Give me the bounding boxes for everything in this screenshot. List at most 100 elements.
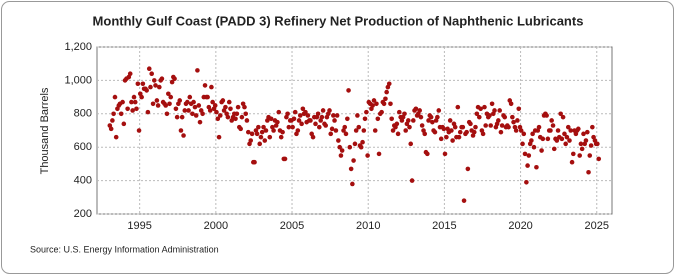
point — [261, 124, 266, 130]
point — [418, 114, 424, 120]
point — [450, 138, 455, 143]
point — [351, 158, 356, 163]
point — [342, 124, 348, 130]
point — [125, 106, 130, 112]
point — [313, 121, 318, 127]
point — [471, 129, 477, 135]
point — [323, 123, 329, 128]
point — [343, 131, 349, 137]
x-tick-label: 2005 — [280, 220, 304, 232]
x-tick-label: 2010 — [356, 220, 380, 232]
point — [112, 94, 118, 100]
point — [195, 68, 200, 73]
point — [596, 156, 602, 162]
point — [296, 118, 302, 123]
point — [336, 138, 341, 143]
point — [409, 178, 415, 183]
point — [139, 94, 144, 100]
point — [233, 116, 238, 122]
point — [110, 118, 115, 123]
point — [154, 98, 160, 103]
point — [563, 141, 568, 147]
point — [280, 129, 285, 135]
point — [216, 134, 222, 140]
point — [464, 129, 469, 135]
point — [263, 128, 269, 133]
point — [447, 118, 453, 123]
point — [132, 99, 138, 105]
point — [558, 111, 563, 117]
point — [167, 101, 172, 107]
point — [164, 111, 170, 117]
point — [242, 104, 247, 110]
y-tick-label: 1,000 — [64, 74, 92, 86]
point — [271, 128, 276, 133]
point — [383, 96, 388, 102]
point — [562, 131, 567, 137]
point — [207, 108, 213, 113]
point — [235, 104, 241, 110]
point — [390, 128, 396, 133]
point — [497, 108, 503, 113]
point — [353, 128, 359, 133]
point — [465, 166, 471, 172]
point — [146, 66, 152, 72]
point — [328, 131, 334, 137]
point — [223, 104, 228, 110]
point — [244, 118, 250, 123]
point — [455, 104, 461, 110]
point — [417, 108, 423, 113]
point — [157, 84, 162, 90]
point — [300, 106, 306, 112]
point — [395, 131, 401, 137]
point — [299, 121, 304, 127]
point — [197, 119, 203, 125]
point — [394, 121, 400, 127]
point — [215, 116, 221, 122]
point — [113, 134, 119, 140]
point — [365, 153, 370, 158]
point — [559, 136, 565, 142]
point — [190, 111, 195, 117]
point — [460, 124, 466, 130]
y-tick-label: 400 — [74, 175, 92, 187]
point — [441, 126, 447, 132]
point — [531, 144, 537, 150]
point — [111, 111, 116, 117]
point — [163, 103, 169, 108]
point — [338, 153, 344, 158]
point — [480, 131, 486, 137]
point — [521, 131, 527, 137]
point — [508, 101, 514, 107]
point — [346, 88, 351, 93]
point — [526, 153, 532, 158]
point — [473, 124, 478, 130]
point — [403, 128, 408, 133]
point — [214, 109, 219, 115]
x-tick-label: 2000 — [204, 220, 228, 232]
point — [127, 71, 133, 77]
point — [332, 118, 337, 123]
point — [234, 111, 240, 117]
point — [169, 79, 175, 85]
point — [348, 166, 354, 172]
point — [259, 129, 265, 135]
point — [483, 123, 488, 128]
point — [295, 128, 301, 133]
point — [461, 198, 467, 203]
point — [172, 76, 177, 82]
point — [282, 156, 288, 162]
point — [540, 136, 546, 142]
point — [226, 99, 232, 105]
point — [478, 106, 483, 112]
point — [252, 159, 257, 165]
point — [438, 136, 444, 142]
point — [370, 103, 375, 108]
point — [583, 138, 589, 143]
point — [177, 98, 183, 103]
point — [360, 139, 365, 145]
chart-frame — [1, 1, 674, 274]
point — [444, 134, 449, 140]
point — [337, 144, 343, 150]
point — [550, 123, 556, 128]
